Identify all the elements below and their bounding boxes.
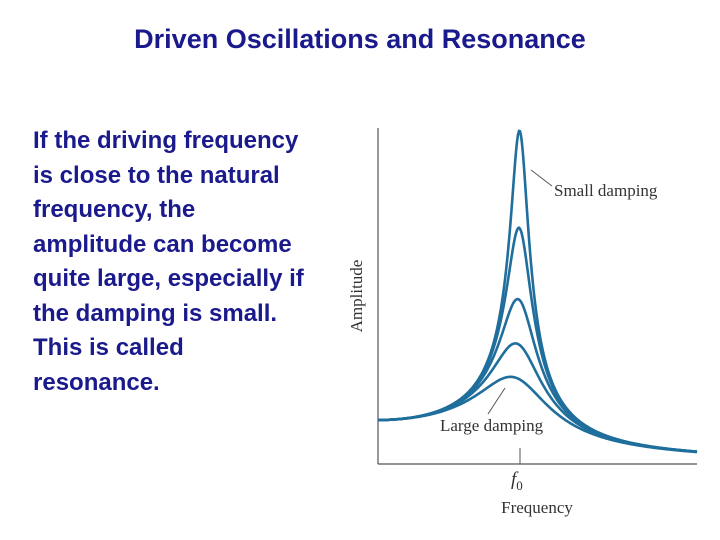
y-axis-label: Amplitude xyxy=(347,260,366,333)
tick-subscript: 0 xyxy=(516,478,523,493)
body-line: resonance. xyxy=(33,368,160,396)
tick-symbol: f xyxy=(511,469,519,490)
body-line: amplitude can become xyxy=(33,230,292,258)
body-line: quite large, especially if xyxy=(33,265,304,292)
leader-line xyxy=(530,169,553,187)
body-line: is close to the natural xyxy=(33,161,280,189)
body-line: This is called xyxy=(33,334,184,361)
tick-label: f0 xyxy=(511,469,523,493)
body-line: frequency, the xyxy=(33,196,196,223)
resonance-curve xyxy=(378,129,697,453)
curves xyxy=(378,129,698,454)
annotation: Small damping xyxy=(554,181,658,200)
x-axis-label: Frequency xyxy=(501,498,573,517)
leader-line xyxy=(487,387,506,415)
body-text: If the driving frequency is close to the … xyxy=(33,124,304,400)
resonance-curve xyxy=(378,342,698,454)
title: Driven Oscillations and Resonance xyxy=(134,24,586,54)
resonance-curve xyxy=(378,375,698,454)
body-line: the damping is small. xyxy=(33,299,278,327)
annotation: Large damping xyxy=(440,416,544,435)
body-line: If the driving frequency xyxy=(33,127,299,154)
